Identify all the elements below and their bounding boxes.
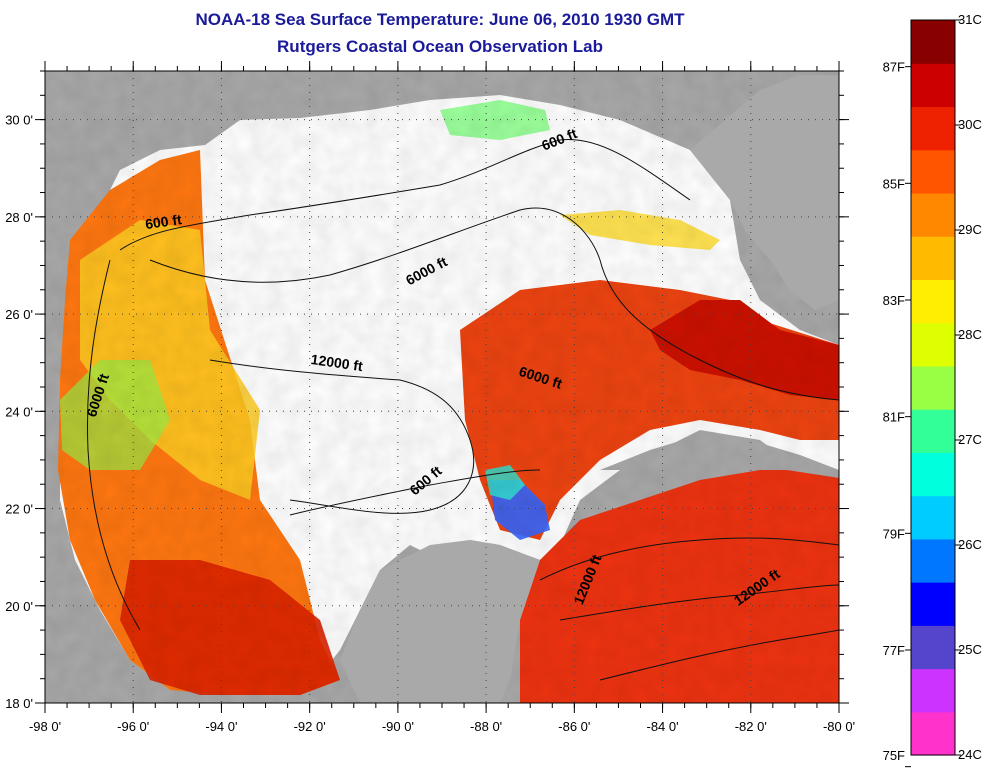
map-image — [45, 71, 839, 703]
colorbar-swatch — [911, 711, 955, 756]
colorbar-label-celsius: 29C — [958, 222, 982, 237]
x-tick-label: -94 0' — [205, 719, 237, 734]
colorbar-swatch — [911, 192, 955, 237]
colorbar-swatch — [911, 668, 955, 713]
colorbar-swatch — [911, 106, 955, 151]
y-tick-label: 24 0' — [5, 404, 33, 419]
colorbar-swatch — [911, 582, 955, 626]
x-tick-label: -92 0' — [294, 719, 326, 734]
colorbar-swatch — [911, 365, 955, 410]
contour-6000ft — [149, 207, 839, 401]
colorbar-label-fahrenheit: 87F — [883, 60, 905, 75]
colorbar-swatch — [911, 495, 955, 540]
x-tick-label: -90 0' — [382, 719, 414, 734]
contour-label: 12000 ft — [310, 351, 364, 374]
y-tick-label: 22 0' — [5, 502, 33, 517]
contour-600ft-campeche — [289, 469, 541, 516]
contour-caribbean-1 — [539, 537, 839, 581]
colorbar-swatch — [911, 322, 955, 367]
colorbar-swatch — [911, 279, 955, 324]
colorbar-swatch — [911, 236, 955, 281]
contour-caribbean-2 — [559, 584, 839, 621]
colorbar-label-celsius: 31C — [958, 12, 982, 27]
yucatan-land — [340, 540, 540, 703]
colorbar-label-celsius: 30C — [958, 117, 982, 132]
colorbar-label-fahrenheit: 77F — [883, 643, 905, 658]
colorbar-frame — [910, 19, 956, 756]
colorbar-label-celsius: 26C — [958, 537, 982, 552]
map-subtitle: Rutgers Coastal Ocean Observation Lab — [277, 37, 603, 56]
y-tick-label: 18 0' — [5, 696, 33, 711]
colorbar-swatch — [911, 63, 955, 108]
colorbar-label-celsius: 25C — [958, 642, 982, 657]
colorbar-label-fahrenheit: 81F — [883, 410, 905, 425]
colorbar-label-fahrenheit: 85F — [883, 176, 905, 191]
contour-600ft-north — [119, 138, 691, 251]
x-tick-label: -96 0' — [117, 719, 149, 734]
colorbar-swatch — [911, 452, 955, 497]
colorbar: 31C 30C 29C 28C 27C 26C 25C 24C 87F 85F 83F 81F 79F 7… — [883, 12, 982, 768]
colorbar-label-celsius: 24C — [958, 747, 982, 762]
contour-caribbean-3 — [599, 629, 839, 681]
axis-ticks: -98 0' -96 0' -94 0' -92 0' -90 0' -88 0' -86 … — [5, 61, 855, 734]
colorbar-swatch — [911, 149, 955, 194]
florida-land — [690, 75, 839, 310]
colorbar-label-celsius: 28C — [958, 327, 982, 342]
y-tick-label: 30 0' — [5, 113, 33, 128]
y-tick-label: 26 0' — [5, 307, 33, 322]
x-tick-label: -82 0' — [735, 719, 767, 734]
colorbar-label-celsius: 27C — [958, 432, 982, 447]
colorbar-swatch — [911, 625, 955, 670]
x-tick-label: -88 0' — [470, 719, 502, 734]
y-tick-label: 28 0' — [5, 210, 33, 225]
colorbar-label-fahrenheit: 79F — [883, 526, 905, 541]
x-tick-label: -98 0' — [29, 719, 61, 734]
colorbar-labels: 31C 30C 29C 28C 27C 26C 25C 24C 87F 85F 83F 81F 79F 7… — [883, 12, 982, 768]
contour-12000ft — [209, 359, 475, 514]
colorbar-label-fahrenheit: 75F — [883, 748, 905, 763]
x-tick-label: -80 0' — [823, 719, 855, 734]
colorbar-swatch — [911, 20, 955, 64]
contour-label: 600 ft — [144, 211, 183, 232]
y-tick-label: 20 0' — [5, 599, 33, 614]
x-tick-label: -84 0' — [646, 719, 678, 734]
colorbar-swatch — [911, 409, 955, 453]
map-title: NOAA-18 Sea Surface Temperature: June 06… — [195, 10, 685, 29]
colorbar-ramp — [911, 20, 955, 756]
bathymetry-contours — [86, 138, 839, 681]
x-tick-label: -86 0' — [558, 719, 590, 734]
colorbar-label-fahrenheit: 83F — [883, 293, 905, 308]
colorbar-swatch — [911, 538, 955, 583]
contour-600ft-west — [86, 259, 141, 631]
